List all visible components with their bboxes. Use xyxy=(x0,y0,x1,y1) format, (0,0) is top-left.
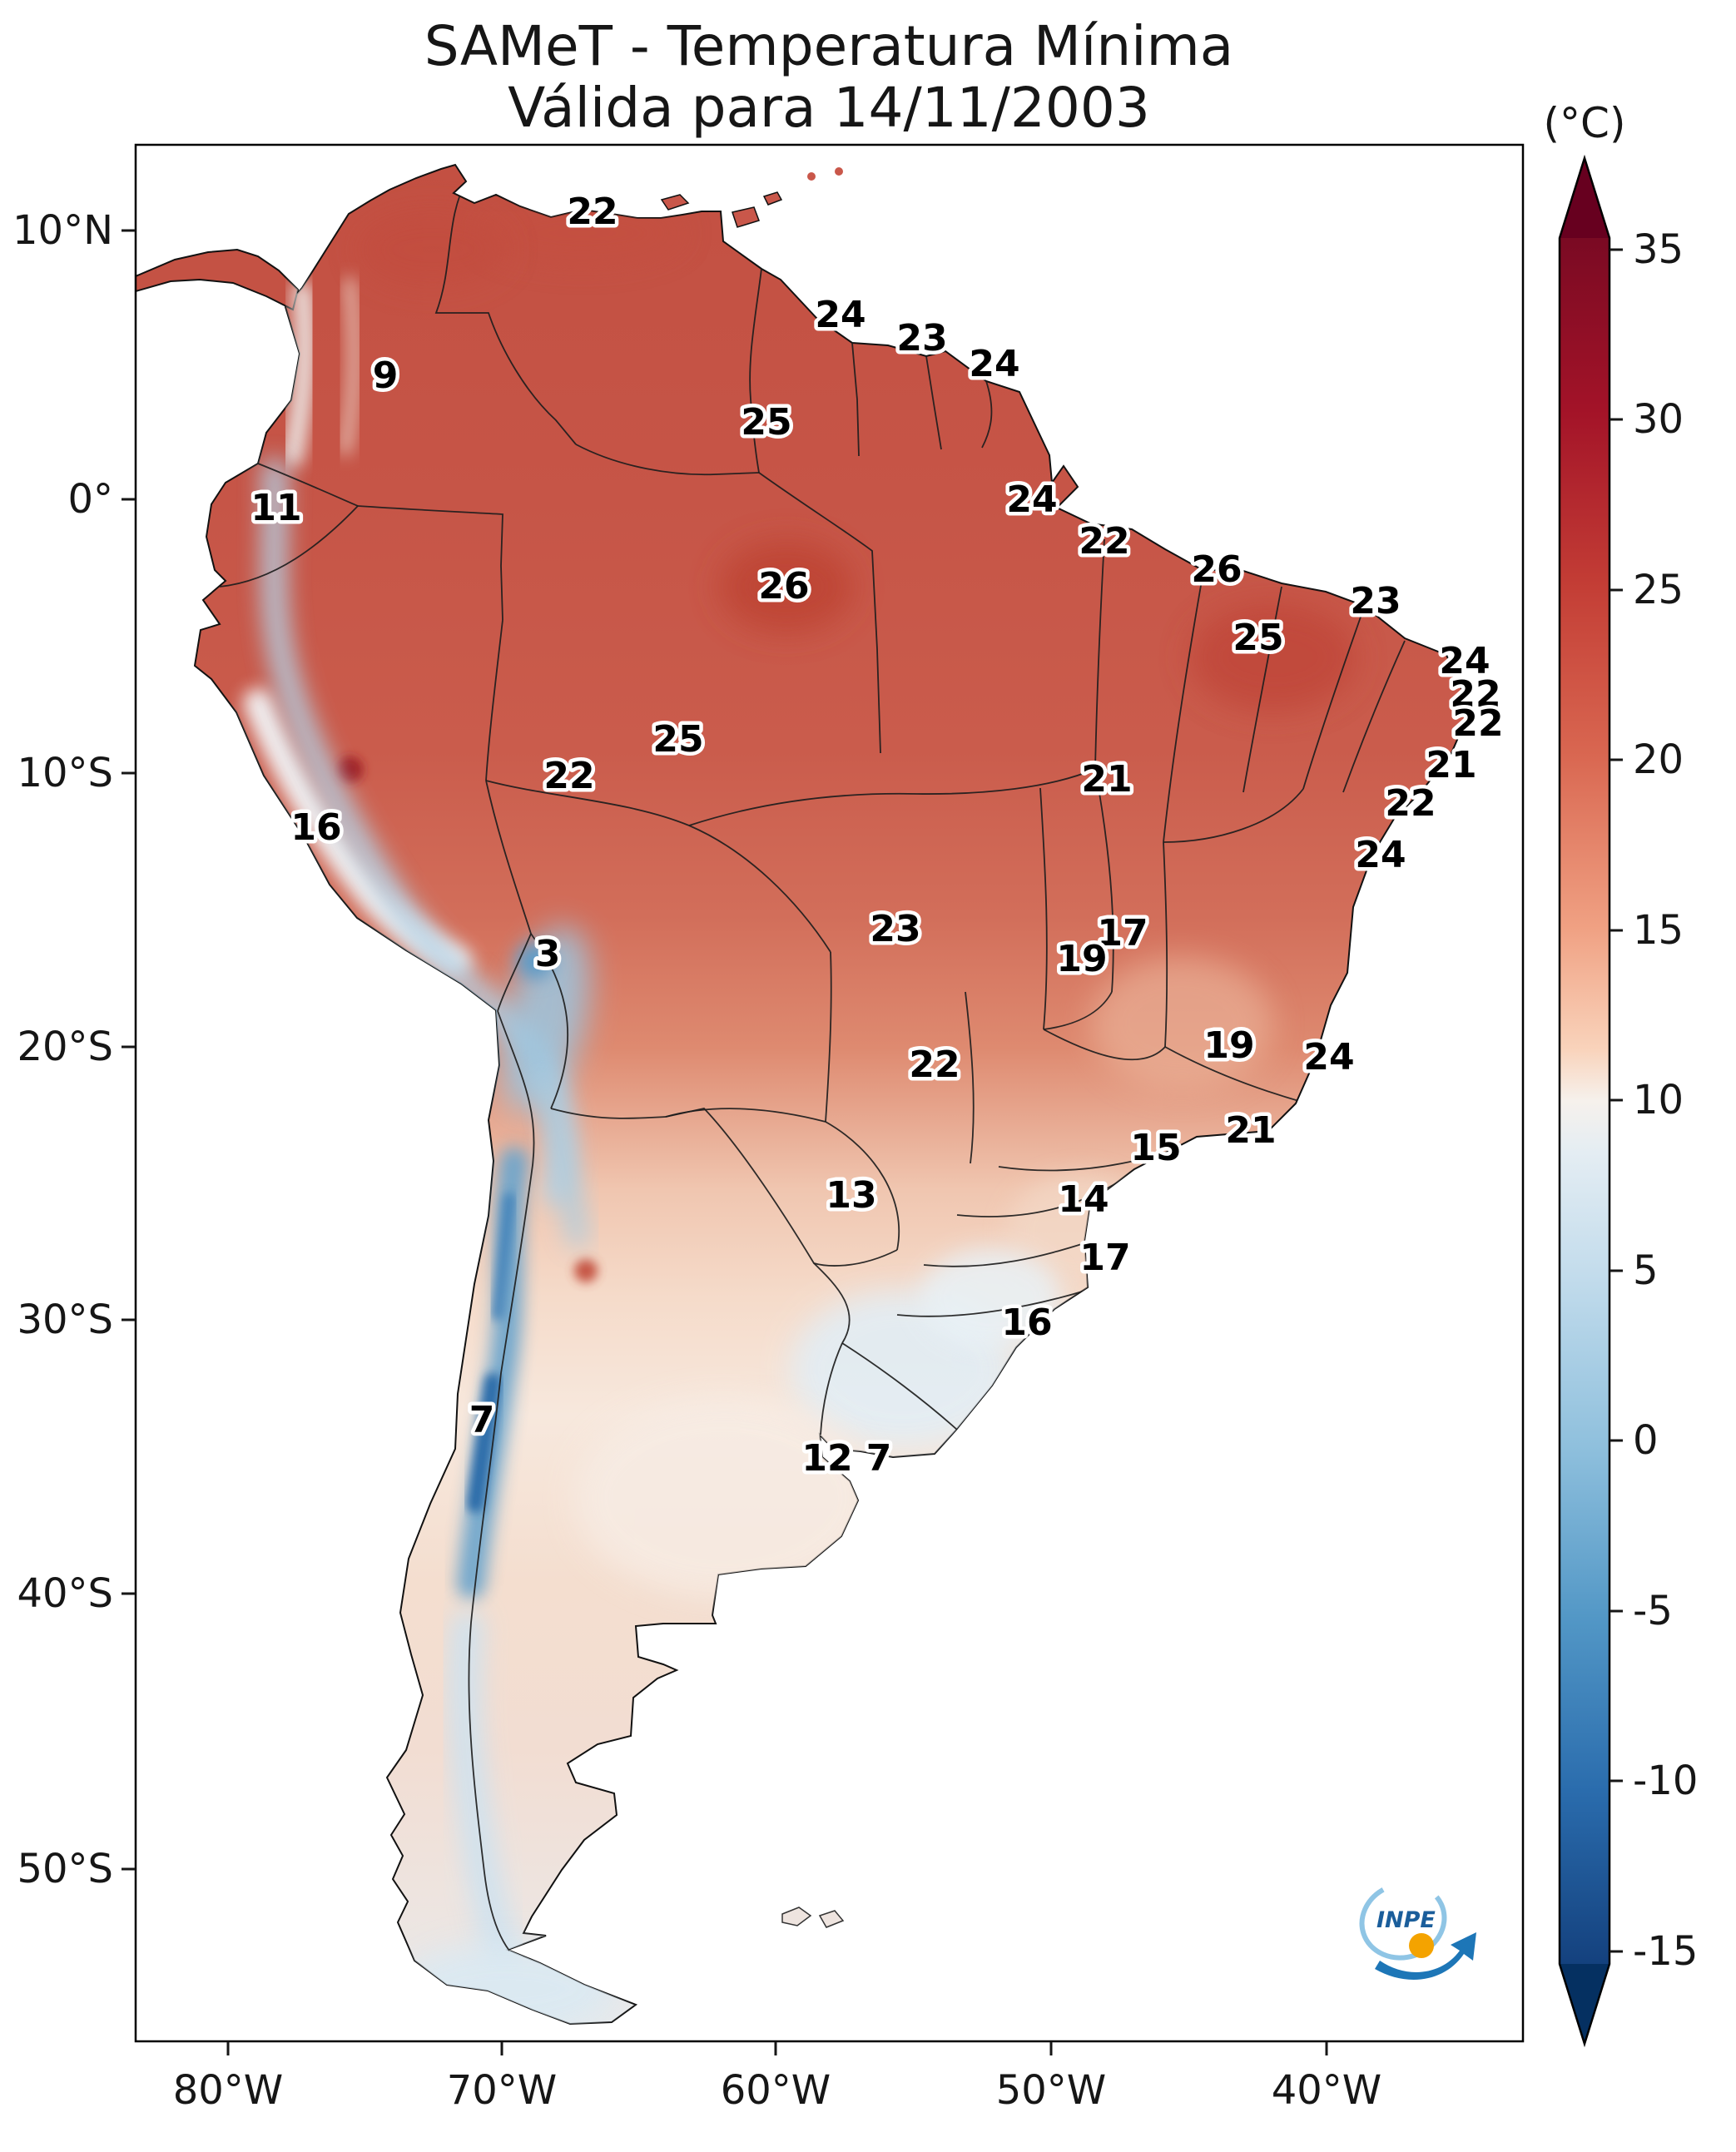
station-temp-label: 23 xyxy=(896,317,947,359)
station-temp-label: 17 xyxy=(1079,1237,1130,1279)
station-temp-label: 14 xyxy=(1058,1178,1109,1221)
station-temp-label: 22 xyxy=(567,191,618,233)
station-temp-label: 16 xyxy=(1001,1302,1052,1344)
y-axis-tick-label: 50°S xyxy=(17,1846,113,1892)
inpe-orange-dot-icon xyxy=(1409,1933,1434,1958)
map-subtitle: Válida para 14/11/2003 xyxy=(508,76,1150,140)
station-temp-label: 24 xyxy=(1006,478,1057,521)
station-temp-label: 11 xyxy=(250,487,301,529)
station-temp-label: 3 xyxy=(535,933,561,975)
station-temp-label: 23 xyxy=(870,908,920,950)
inpe-arrow-icon xyxy=(1375,1932,1476,1980)
colorbar-ticks: 35 30 25 20 15 10 5 0 -5 -10 -15 xyxy=(1610,226,1698,1975)
colorbar-under-arrow xyxy=(1560,1964,1610,2044)
station-temp-label: 22 xyxy=(1450,673,1500,716)
map-title: SAMeT - Temperatura Mínima xyxy=(424,14,1233,78)
station-temp-label: 23 xyxy=(1350,580,1401,622)
map-frame xyxy=(134,143,1525,2043)
x-axis-tick-label: 60°W xyxy=(721,2067,831,2114)
station-temp-label: 7 xyxy=(866,1437,892,1480)
station-temp-label: 9 xyxy=(373,355,399,397)
station-temp-label: 22 xyxy=(1452,702,1503,745)
station-temp-label: 21 xyxy=(1426,744,1476,786)
x-axis-tick-label: 70°W xyxy=(447,2067,558,2114)
x-axis-tick-label: 80°W xyxy=(173,2067,284,2114)
station-temp-label: 24 xyxy=(1303,1036,1354,1078)
y-axis-tick-label: 10°N xyxy=(12,207,113,254)
colorbar-over-arrow xyxy=(1560,158,1610,238)
colorbar-tick-label: 0 xyxy=(1633,1417,1659,1464)
y-axis-tick-label: 40°S xyxy=(17,1570,113,1617)
station-temp-label: 24 xyxy=(815,294,866,336)
x-axis-tick-label: 40°W xyxy=(1272,2067,1382,2114)
station-temp-label: 17 xyxy=(1097,912,1148,955)
inpe-logo-text: INPE xyxy=(1376,1907,1436,1933)
y-axis: 10°N 0° 10°S 20°S 30°S 40°S 50°S xyxy=(12,207,136,1892)
colorbar-tick-label: 15 xyxy=(1633,907,1684,954)
colorbar-tick-label: 10 xyxy=(1633,1077,1684,1123)
station-temp-label: 7 xyxy=(469,1399,495,1441)
falkland-islands xyxy=(781,1907,845,1928)
colorbar-unit-label: (°C) xyxy=(1544,99,1626,147)
station-temp-label: 26 xyxy=(1191,548,1242,591)
colorbar-tick-label: 25 xyxy=(1633,567,1684,613)
station-temp-label: 24 xyxy=(1355,834,1406,876)
y-axis-tick-label: 0° xyxy=(67,476,113,523)
y-axis-tick-label: 30°S xyxy=(17,1297,113,1343)
station-temp-label: 22 xyxy=(1079,520,1129,563)
station-temp-label: 22 xyxy=(1385,782,1436,825)
station-temp-label: 19 xyxy=(1203,1024,1254,1067)
colorbar-outline xyxy=(1558,154,1611,2048)
station-temp-label: 21 xyxy=(1081,758,1132,801)
caribbean-islands xyxy=(660,167,843,228)
colorbar-gradient xyxy=(1560,238,1610,1964)
colorbar-tick-label: 35 xyxy=(1633,226,1684,273)
colorbar-tick-label: -10 xyxy=(1633,1758,1698,1804)
station-temp-label: 22 xyxy=(909,1044,960,1086)
station-temp-label: 19 xyxy=(1056,938,1107,980)
station-temp-label: 13 xyxy=(826,1174,876,1217)
station-temp-label: 12 xyxy=(801,1437,852,1480)
colorbar-tick-label: 5 xyxy=(1633,1247,1659,1294)
temperature-shading xyxy=(243,204,1357,2024)
station-temp-label: 25 xyxy=(741,401,791,444)
x-axis: 80°W 70°W 60°W 50°W 40°W xyxy=(173,2041,1382,2114)
x-axis-tick-label: 50°W xyxy=(996,2067,1107,2114)
colorbar-tick-label: -5 xyxy=(1633,1588,1673,1634)
station-temp-label: 15 xyxy=(1130,1127,1181,1169)
y-axis-tick-label: 20°S xyxy=(17,1024,113,1070)
station-temp-label: 22 xyxy=(543,755,594,797)
station-temp-label: 25 xyxy=(652,718,703,761)
panama-landstrip xyxy=(136,248,300,311)
colorbar-tick-label: 30 xyxy=(1633,396,1684,443)
temperature-colorbar: (°C) 35 30 25 20 15 10 5 0 -5 -10 -15 xyxy=(1544,99,1698,2048)
station-temp-label: 25 xyxy=(1233,617,1283,659)
inpe-logo: INPE xyxy=(1359,1881,1476,1980)
station-temp-label: 24 xyxy=(969,343,1019,385)
colorbar-tick-label: 20 xyxy=(1633,736,1684,783)
station-temp-label: 21 xyxy=(1225,1109,1276,1152)
station-temp-label: 26 xyxy=(758,565,809,607)
colorbar-tick-label: -15 xyxy=(1633,1928,1698,1975)
y-axis-tick-label: 10°S xyxy=(17,750,113,796)
station-temp-label: 24 xyxy=(1439,640,1490,682)
station-temp-label: 16 xyxy=(290,806,341,849)
